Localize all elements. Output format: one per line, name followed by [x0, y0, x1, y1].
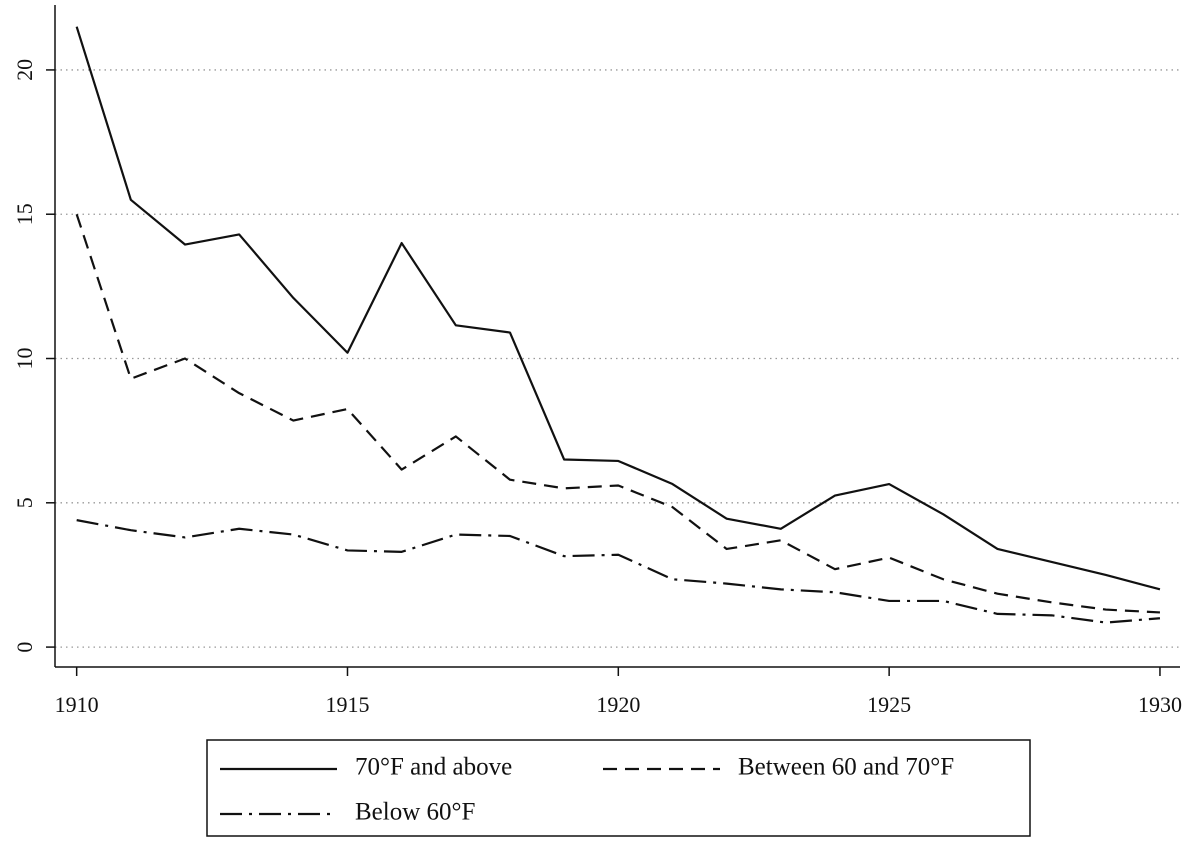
y-tick-label: 10 — [12, 348, 37, 370]
legend-label: Below 60°F — [355, 799, 475, 826]
legend-box — [206, 739, 1031, 837]
x-tick-label: 1925 — [867, 692, 911, 717]
x-tick-label: 1930 — [1138, 692, 1182, 717]
series-line — [75, 213, 1161, 614]
legend-label: 70°F and above — [355, 754, 512, 781]
x-tick-label: 1915 — [325, 692, 369, 717]
series-line — [75, 26, 1161, 591]
series-line — [76, 519, 1161, 624]
y-tick-label: 20 — [12, 59, 37, 81]
y-tick-label: 15 — [12, 203, 37, 225]
y-tick-label: 0 — [12, 642, 37, 653]
y-tick-label: 5 — [12, 497, 37, 508]
x-tick-label: 1920 — [596, 692, 640, 717]
legend-label: Between 60 and 70°F — [738, 754, 954, 781]
x-tick-label: 1910 — [55, 692, 99, 717]
